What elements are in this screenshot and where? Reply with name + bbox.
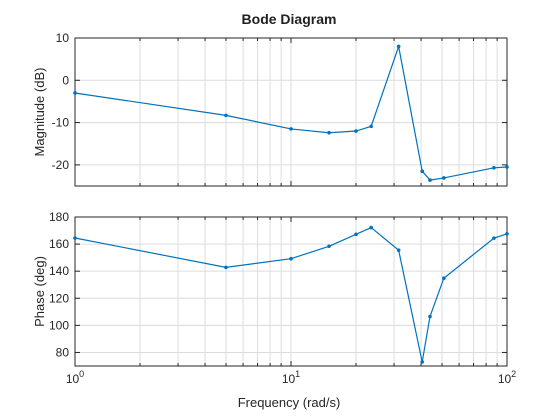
data-point <box>354 129 358 133</box>
data-point <box>396 248 401 252</box>
data-point <box>369 225 373 230</box>
data-point <box>505 231 509 236</box>
data-point <box>420 169 425 173</box>
y-tick-label: 100 <box>49 318 69 332</box>
x-tick-label: 100 <box>66 369 84 386</box>
data-point <box>224 265 228 270</box>
x-tick-label: 102 <box>498 369 516 386</box>
data-point <box>224 113 228 118</box>
data-point <box>420 360 425 364</box>
data-point <box>73 91 77 95</box>
data-point <box>505 165 509 169</box>
y-tick-label: 80 <box>56 345 70 359</box>
x-tick-label: 101 <box>282 369 300 386</box>
y-tick-label: 10 <box>56 31 70 45</box>
y-tick-label: 120 <box>49 291 69 305</box>
data-point <box>442 276 446 281</box>
data-point <box>492 166 496 170</box>
x-axis-label: Frequency (rad/s) <box>238 395 341 410</box>
data-point <box>369 124 373 129</box>
data-point <box>428 178 432 182</box>
data-point <box>73 236 77 240</box>
data-point <box>289 127 293 131</box>
data-point <box>354 232 358 237</box>
data-point <box>492 236 496 240</box>
data-point <box>428 314 432 319</box>
data-point <box>327 244 331 249</box>
y-tick-label: -10 <box>52 116 70 130</box>
series-line <box>74 44 508 181</box>
panel-magnitude: 10 0 -10 -20 Magnitude (dB) <box>32 31 509 187</box>
data-point <box>396 44 401 49</box>
series-line <box>74 226 508 363</box>
y-tick-label: 140 <box>49 264 69 278</box>
y-tick-label: 180 <box>49 210 69 224</box>
y-axis-label: Magnitude (dB) <box>32 68 47 157</box>
y-axis-label: Phase (deg) <box>32 256 47 327</box>
data-point <box>442 176 446 180</box>
data-point <box>327 130 331 135</box>
y-tick-label: 0 <box>62 73 69 87</box>
y-tick-label: -20 <box>52 158 70 172</box>
data-point <box>289 256 293 261</box>
chart-title: Bode Diagram <box>242 11 337 27</box>
y-tick-label: 160 <box>49 237 69 251</box>
